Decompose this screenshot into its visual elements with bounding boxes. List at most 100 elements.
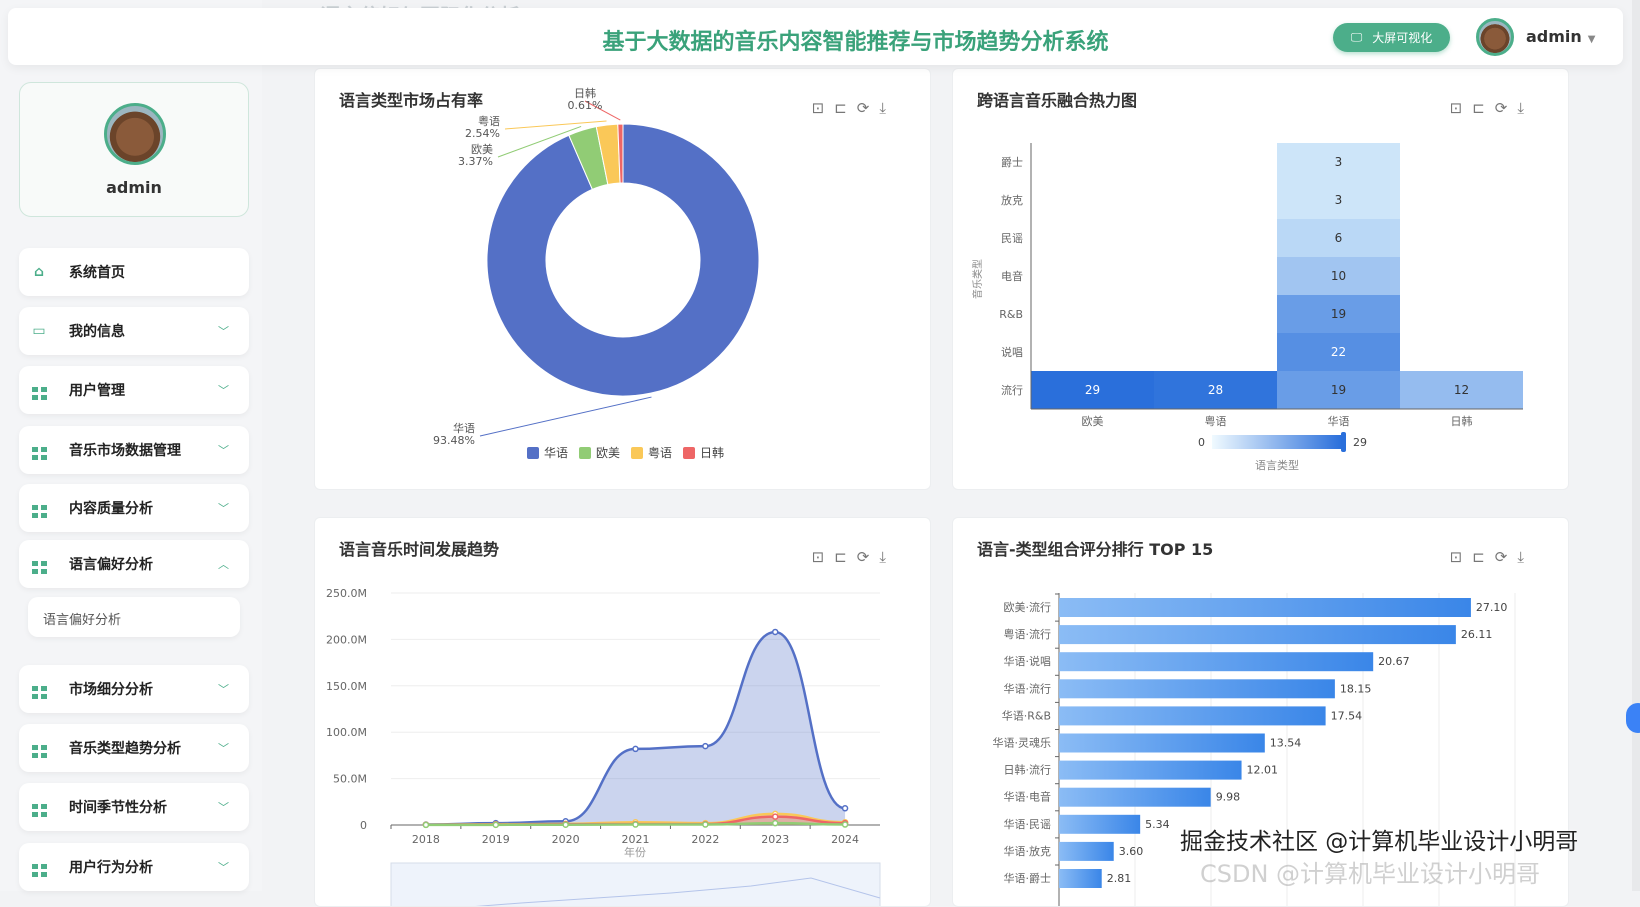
chevron-down-icon: ﹀ [218,325,229,338]
sidebar-item-2[interactable]: 用户管理 ﹀ [19,366,249,414]
sidebar-item-7[interactable]: 音乐类型趋势分析 ﹀ [19,724,249,772]
x-tick-label: 2023 [761,833,789,846]
y-tick-label: 华语·灵魂乐 [993,736,1052,750]
y-tick-label: 50.0M [333,773,367,786]
visual-map-min: 0 [1198,436,1205,449]
legend-swatch [527,447,539,459]
x-tick-label: 日韩 [1451,414,1473,428]
legend-label: 日韩 [700,445,724,460]
sidebar-subitem-language-preference[interactable]: 语言偏好分析 [28,597,240,637]
user-dropdown[interactable]: admin ▼ [1526,27,1596,46]
heatmap-cell [1277,181,1400,219]
restore-icon[interactable]: ⟳ [1494,99,1508,117]
sidebar-item-6[interactable]: 市场细分分析 ﹀ [19,665,249,713]
side-toggle-button[interactable] [1626,703,1640,733]
sidebar-item-1[interactable]: ▭ 我的信息 ﹀ [19,307,249,355]
chart-card-market-share: 语言类型市场占有率 ⊡ ⊏ ⟳ ⤓ 华语 93.48% 欧美 3.37% 粤语 2.54% 日韩 0.6… [314,68,931,490]
cell-value: 6 [1335,231,1343,245]
slice-name: 粤语 [478,114,500,128]
home-icon: ⌂ [33,264,45,280]
slice-percent: 0.61% [568,99,603,112]
x-tick-label: 2021 [622,833,650,846]
download-icon[interactable]: ⤓ [1517,548,1524,566]
y-tick-label: 放克 [1001,193,1023,207]
sidebar-item-0[interactable]: ⌂ 系统首页 [19,248,249,296]
datazoom-slider [390,862,881,906]
x-tick-label: 粤语 [1205,414,1227,428]
y-tick-label: 爵士 [1001,155,1023,169]
y-tick-label: 250.0M [326,587,367,600]
page-scrollbar[interactable] [1632,0,1640,891]
data-point [492,821,500,829]
label-line [479,396,652,437]
chevron-down-icon: ﹀ [218,861,229,874]
x-tick-label: 2019 [482,833,510,846]
bar [1059,814,1141,834]
data-point [562,821,569,828]
y-tick-label: 华语·放克 [1004,844,1052,858]
header-username: admin [1526,27,1582,46]
y-tick-label: 欧美·流行 [1004,600,1052,614]
bar [1059,787,1211,807]
download-icon[interactable]: ⤓ [1517,99,1524,117]
bar-value-label: 18.15 [1340,682,1372,695]
bar [1059,679,1335,699]
visual-map-bar [1212,435,1342,449]
cell-value: 29 [1085,383,1100,397]
bigscreen-button[interactable]: 🖵 大屏可视化 [1333,23,1450,52]
chart-title: 跨语言音乐融合热力图 [977,91,1138,110]
chevron-down-icon: ﹀ [218,742,229,755]
zoom-reset-icon[interactable]: ⊏ [834,99,847,117]
bar-value-label: 13.54 [1270,737,1302,750]
x-tick-label: 华语 [1328,414,1350,428]
heatmap-cell [1277,371,1400,409]
sidebar-item-4[interactable]: 内容质量分析 ﹀ [19,484,249,532]
legend-swatch [579,447,591,459]
y-tick-label: 0 [360,819,367,832]
zoom-reset-icon[interactable]: ⊏ [1472,99,1485,117]
data-point [841,805,849,812]
header-avatar[interactable] [1476,18,1514,56]
sidebar-item-label: 市场细分分析 [69,682,153,698]
chart-title: 语言类型市场占有率 [339,91,484,110]
heatmap-cell [1031,371,1154,409]
x-axis-title: 年份 [624,845,646,859]
zoom-icon[interactable]: ⊡ [1449,548,1463,566]
cell-value: 22 [1331,345,1346,359]
chart-toolbox: ⊡ ⊏ ⟳ ⤓ [812,99,886,117]
sidebar-item-9[interactable]: 用户行为分析 ﹀ [19,843,249,891]
chevron-down-icon: ﹀ [218,384,229,397]
zoom-icon[interactable]: ⊡ [1449,99,1463,117]
legend-label: 华语 [544,446,568,460]
zoom-reset-icon[interactable]: ⊏ [834,548,847,566]
card-icon: ▭ [32,323,46,339]
pie-slice [617,123,624,184]
download-icon[interactable]: ⤓ [879,99,886,117]
sidebar-item-label: 用户管理 [69,383,125,399]
cell-value: 10 [1331,269,1346,283]
sidebar-item-5[interactable]: 语言偏好分析 ︿ [19,540,249,588]
sidebar-item-8[interactable]: 时间季节性分析 ﹀ [19,783,249,831]
sidebar-item-label: 语言偏好分析 [69,557,153,573]
bar [1059,598,1471,617]
download-icon[interactable]: ⤓ [879,548,886,566]
data-point [841,821,849,828]
heatmap-cell [1277,143,1400,181]
restore-icon[interactable]: ⟳ [856,99,870,117]
cell-value: 3 [1335,193,1343,207]
zoom-icon[interactable]: ⊡ [811,548,825,566]
restore-icon[interactable]: ⟳ [856,548,870,566]
series-area [425,813,846,825]
sidebar-item-label: 我的信息 [69,324,125,340]
legend-swatch [631,447,643,459]
label-line [504,120,607,130]
sidebar-item-3[interactable]: 音乐市场数据管理 ﹀ [19,426,249,474]
zoom-icon[interactable]: ⊡ [811,99,825,117]
chart-toolbox: ⊡ ⊏ ⟳ ⤓ [812,548,886,566]
chart-card-heatmap: 跨语言音乐融合热力图 ⊡ ⊏ ⟳ ⤓ 29 28 19 12 22 19 10 6 3 3 流行 说唱 R&B 电音… [952,68,1569,490]
y-tick-label: 华语·说唱 [1004,654,1052,668]
restore-icon[interactable]: ⟳ [1494,548,1508,566]
zoom-reset-icon[interactable]: ⊏ [1472,548,1485,566]
grid-icon [31,797,47,817]
